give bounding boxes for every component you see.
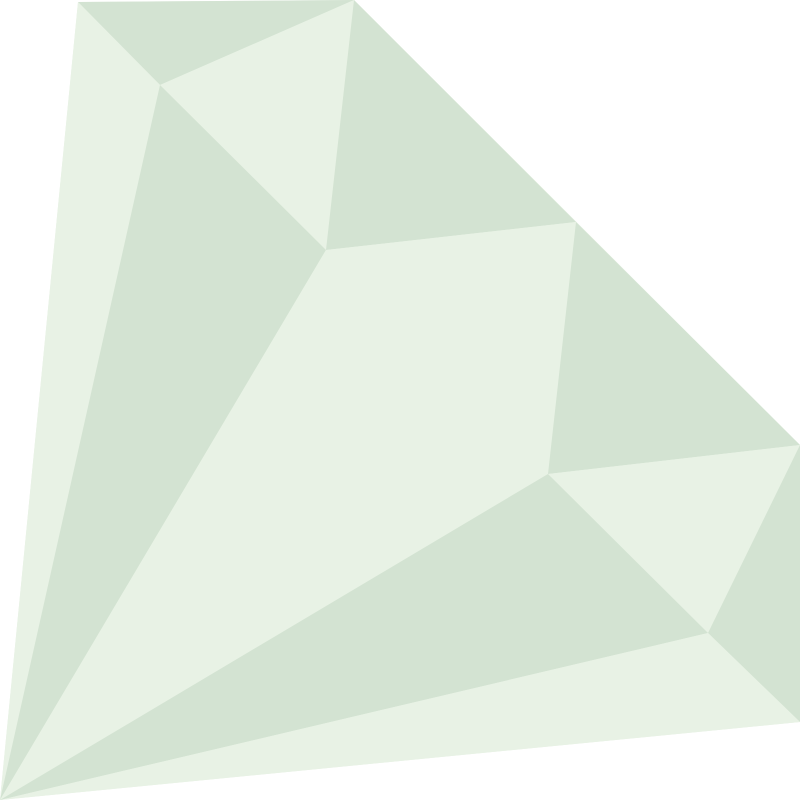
facet-top-right-dark xyxy=(326,0,576,250)
facet-right-dark xyxy=(548,222,800,474)
